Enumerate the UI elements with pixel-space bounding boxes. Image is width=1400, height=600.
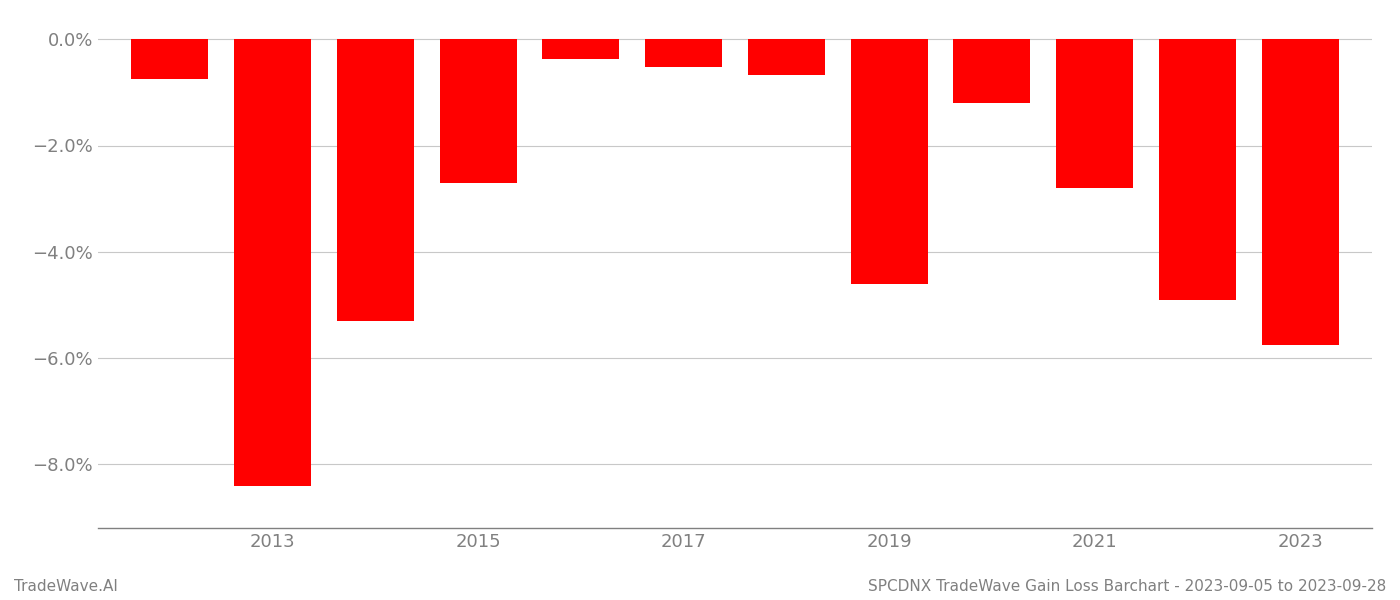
Bar — [748, 39, 825, 76]
Text: TradeWave.AI: TradeWave.AI — [14, 579, 118, 594]
Bar — [1056, 39, 1133, 188]
Bar — [234, 39, 311, 485]
Bar — [953, 39, 1030, 103]
Bar — [132, 39, 209, 79]
Bar — [1159, 39, 1236, 299]
Bar — [542, 39, 619, 59]
Bar — [337, 39, 414, 321]
Bar — [851, 39, 928, 284]
Bar — [1261, 39, 1338, 345]
Bar — [645, 39, 722, 67]
Text: SPCDNX TradeWave Gain Loss Barchart - 2023-09-05 to 2023-09-28: SPCDNX TradeWave Gain Loss Barchart - 20… — [868, 579, 1386, 594]
Bar — [440, 39, 517, 182]
